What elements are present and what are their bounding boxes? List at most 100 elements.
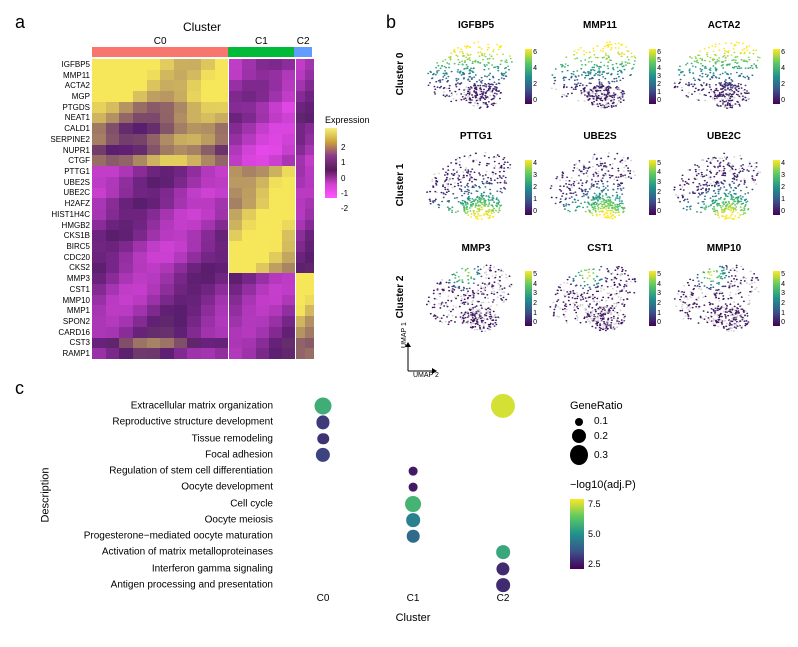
dot-row-label: Focal adhesion xyxy=(40,449,278,460)
dotplot-dot xyxy=(491,394,515,418)
heat-strip xyxy=(92,273,314,284)
gene-label: RAMP1 xyxy=(30,349,92,358)
heatmap-panel: Cluster C0C1C2 IGFBP5MMP11ACTA2MGPPTGDSN… xyxy=(30,20,370,370)
heat-row: PTTG1 xyxy=(30,166,314,177)
heat-row: ACTA2 xyxy=(30,80,314,91)
heat-strip xyxy=(92,134,314,145)
gene-ratio-row: 0.2 xyxy=(570,429,636,443)
dotplot-xaxis: C0C1C2 xyxy=(278,593,548,604)
heat-strip xyxy=(92,252,314,263)
umap-plot: 6420 xyxy=(415,32,537,120)
dotplot-dot xyxy=(316,448,330,462)
umap-colorbar: 543210 xyxy=(523,255,537,343)
dotplot-dot xyxy=(405,496,421,512)
logp-ticks: 7.55.02.5 xyxy=(588,499,601,569)
umap-y-axis-label: UMAP 1 xyxy=(401,322,408,348)
heat-row: SPON2 xyxy=(30,316,314,327)
gene-label: CDC20 xyxy=(30,253,92,262)
umap-cell-PTTG1: PTTG143210 xyxy=(415,131,537,238)
figure: a b c Cluster C0C1C2 IGFBP5MMP11ACTA2MGP… xyxy=(10,10,788,637)
umap-plot: 6543210 xyxy=(539,32,661,120)
heat-strip xyxy=(92,209,314,220)
umap-cell-MMP11: MMP116543210 xyxy=(539,20,661,127)
heat-row: PTGDS xyxy=(30,102,314,113)
heat-row: UBE2C xyxy=(30,188,314,199)
umap-plot: 543210 xyxy=(415,255,537,343)
umap-plot: 43210 xyxy=(415,143,537,231)
heat-strip xyxy=(92,338,314,349)
expression-legend-title: Expression xyxy=(325,115,370,125)
heat-strip xyxy=(92,70,314,81)
dotplot-area: Description C0C1C2 Cluster Extracellular… xyxy=(278,390,548,600)
gene-label: MGP xyxy=(30,92,92,101)
heat-strip xyxy=(92,91,314,102)
gene-label: HIST1H4C xyxy=(30,210,92,219)
heat-strip xyxy=(92,220,314,231)
dotplot-dot xyxy=(407,530,420,543)
umap-colorbar: 543210 xyxy=(771,255,785,343)
heat-row: MMP11 xyxy=(30,70,314,81)
gene-label: HMGB2 xyxy=(30,221,92,230)
umap-row-label: Cluster 0 xyxy=(395,20,413,127)
umap-x-axis-label: UMAP 2 xyxy=(413,372,439,379)
dot-row-label: Progesterone−mediated oocyte maturation xyxy=(40,531,278,542)
dotplot-dot xyxy=(409,467,418,476)
umap-plot: 543210 xyxy=(663,255,785,343)
umap-cell-UBE2S: UBE2S543210 xyxy=(539,131,661,238)
umap-cell-MMP10: MMP10543210 xyxy=(663,243,785,350)
umap-cell-CST1: CST1543210 xyxy=(539,243,661,350)
heat-strip xyxy=(92,327,314,338)
umap-colorbar: 6420 xyxy=(523,32,537,120)
heat-strip xyxy=(92,123,314,134)
heat-row: CST3 xyxy=(30,338,314,349)
gene-label: CTGF xyxy=(30,156,92,165)
gene-label: CST1 xyxy=(30,285,92,294)
gene-ratio-legend: 0.10.20.3 xyxy=(570,416,636,465)
panel-a-label: a xyxy=(15,12,25,33)
heat-row: MMP1 xyxy=(30,305,314,316)
umap-colorbar: 43210 xyxy=(523,143,537,231)
heat-strip xyxy=(92,230,314,241)
umap-title: MMP11 xyxy=(539,20,661,31)
dotplot-xlabel: Cluster xyxy=(278,612,548,624)
gene-ratio-row: 0.3 xyxy=(570,445,636,465)
gene-label: SERPINE2 xyxy=(30,135,92,144)
dot-row-label: Activation of matrix metalloproteinases xyxy=(40,547,278,558)
umap-plot: 543210 xyxy=(539,143,661,231)
dotplot-dot xyxy=(315,398,332,415)
heat-row: NEAT1 xyxy=(30,113,314,124)
umap-cell-MMP3: MMP3543210 xyxy=(415,243,537,350)
gene-label: SPON2 xyxy=(30,317,92,326)
cluster-seg-C2 xyxy=(294,47,312,57)
umap-title: UBE2C xyxy=(663,131,785,142)
expression-legend: Expression 210-1-2 xyxy=(325,115,370,198)
dot-x-tick: C1 xyxy=(407,593,420,604)
dotplot-dot xyxy=(409,483,418,492)
heat-strip xyxy=(92,348,314,359)
dot-row-label: Extracellular matrix organization xyxy=(40,401,278,412)
gene-label: CKS2 xyxy=(30,263,92,272)
umap-colorbar: 43210 xyxy=(771,143,785,231)
heat-row: NUPR1 xyxy=(30,145,314,156)
heat-row: CTGF xyxy=(30,155,314,166)
cluster-seg-C1 xyxy=(228,47,294,57)
heat-strip xyxy=(92,166,314,177)
heat-row: CKS1B xyxy=(30,230,314,241)
heat-row: SERPINE2 xyxy=(30,134,314,145)
cluster-label-C0: C0 xyxy=(92,36,228,47)
umap-title: MMP10 xyxy=(663,243,785,254)
expression-legend-gradient xyxy=(325,128,337,198)
dot-row-label: Oocyte development xyxy=(40,482,278,493)
heat-row: UBE2S xyxy=(30,177,314,188)
cluster-label-C1: C1 xyxy=(228,36,294,47)
heat-strip xyxy=(92,59,314,70)
heat-row: BIRC5 xyxy=(30,241,314,252)
heat-strip xyxy=(92,263,314,274)
gene-label: MMP3 xyxy=(30,274,92,283)
heat-row: CDC20 xyxy=(30,252,314,263)
logp-gradient xyxy=(570,499,584,569)
gene-label: MMP11 xyxy=(30,71,92,80)
gene-label: H2AFZ xyxy=(30,199,92,208)
heat-row: MMP10 xyxy=(30,295,314,306)
cluster-label-C2: C2 xyxy=(294,36,312,47)
